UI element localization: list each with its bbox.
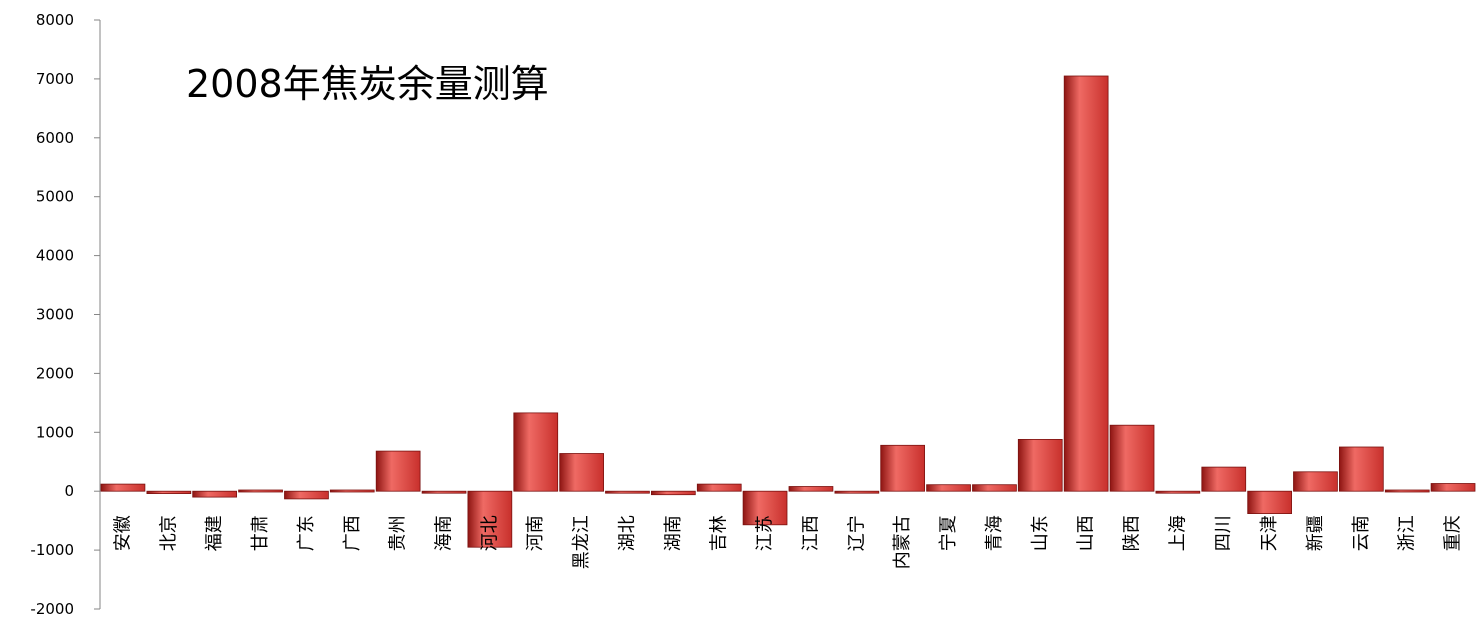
bar	[238, 489, 283, 493]
x-tick-label: 陕西	[1122, 515, 1143, 551]
x-tick-label: 天津	[1259, 515, 1280, 551]
y-tick-label: 8000	[36, 11, 74, 29]
x-tick-label: 贵州	[388, 515, 409, 551]
x-tick-label: 江苏	[755, 515, 776, 551]
x-axis-labels: 安徽 北京 福建 甘肃 广东 广西 贵州 海南 河北 河南 黑龙江 湖北 湖南 吉林 江苏 江西 辽宁 内蒙古 宁夏…	[112, 515, 1463, 569]
bar	[788, 486, 834, 492]
x-tick-label: 云南	[1351, 515, 1372, 551]
bar	[375, 450, 421, 492]
bar	[100, 483, 146, 492]
bar	[1384, 489, 1430, 493]
bar	[467, 490, 513, 548]
x-tick-label: 青海	[984, 515, 1005, 551]
bar	[1201, 466, 1247, 492]
x-tick-label: 新疆	[1305, 515, 1326, 551]
y-axis: -2000 -1000 0 1000 2000 3000 4000 5000 6000 7000 8…	[30, 11, 101, 618]
x-tick-label: 湖南	[663, 515, 684, 551]
bar	[834, 490, 880, 494]
x-tick-label: 山西	[1076, 515, 1097, 551]
bar	[146, 490, 192, 495]
bar	[605, 490, 650, 494]
x-tick-label: 北京	[158, 515, 179, 551]
bar	[880, 444, 926, 492]
bar	[1109, 424, 1155, 492]
x-tick-label: 江西	[800, 515, 821, 551]
y-tick-label: 2000	[36, 364, 74, 382]
x-tick-label: 广西	[342, 515, 363, 551]
bar	[1430, 483, 1476, 492]
x-tick-label: 四川	[1213, 515, 1234, 551]
x-tick-label: 河南	[525, 515, 546, 551]
bar	[329, 489, 375, 493]
bar	[421, 490, 467, 494]
x-tick-label: 内蒙古	[892, 515, 913, 569]
y-tick-label: 6000	[36, 129, 74, 147]
bar	[513, 412, 559, 492]
x-tick-label: 甘肃	[250, 515, 271, 551]
bar	[284, 490, 329, 500]
bar	[1063, 75, 1109, 492]
y-tick-label: 1000	[36, 423, 74, 441]
y-tick-label: 4000	[36, 247, 74, 265]
x-tick-label: 海南	[434, 515, 455, 551]
x-tick-label: 安徽	[112, 515, 133, 551]
x-tick-label: 广东	[296, 515, 317, 551]
y-tick-label: 3000	[36, 306, 74, 324]
x-tick-label: 湖北	[617, 515, 638, 551]
x-tick-label: 黑龙江	[571, 515, 592, 569]
x-tick-label: 山东	[1030, 515, 1051, 551]
bar	[1155, 490, 1201, 494]
x-tick-label: 河北	[479, 515, 500, 551]
x-tick-label: 上海	[1167, 515, 1188, 551]
bar	[1293, 471, 1338, 492]
bar	[559, 453, 605, 492]
x-tick-label: 浙江	[1397, 515, 1418, 551]
y-tick-label: 5000	[36, 188, 74, 206]
x-tick-label: 重庆	[1443, 515, 1464, 551]
chart-title: 2008年焦炭余量测算	[186, 62, 549, 106]
x-tick-label: 辽宁	[846, 515, 867, 551]
y-tick-label: -2000	[30, 600, 74, 618]
x-tick-label: 吉林	[709, 515, 730, 551]
y-tick-label: 7000	[36, 70, 74, 88]
bar	[972, 484, 1017, 492]
bar	[651, 490, 696, 496]
bar	[192, 490, 237, 498]
bar	[926, 484, 971, 492]
bar	[1017, 438, 1063, 492]
y-tick-label: 0	[64, 482, 74, 500]
bar	[1339, 446, 1384, 492]
x-tick-label: 宁夏	[938, 515, 959, 551]
x-tick-label: 福建	[204, 515, 225, 551]
bar	[1247, 490, 1292, 515]
bars	[100, 75, 1476, 548]
bar	[696, 483, 742, 492]
bar	[742, 490, 788, 526]
y-tick-label: -1000	[30, 541, 74, 559]
